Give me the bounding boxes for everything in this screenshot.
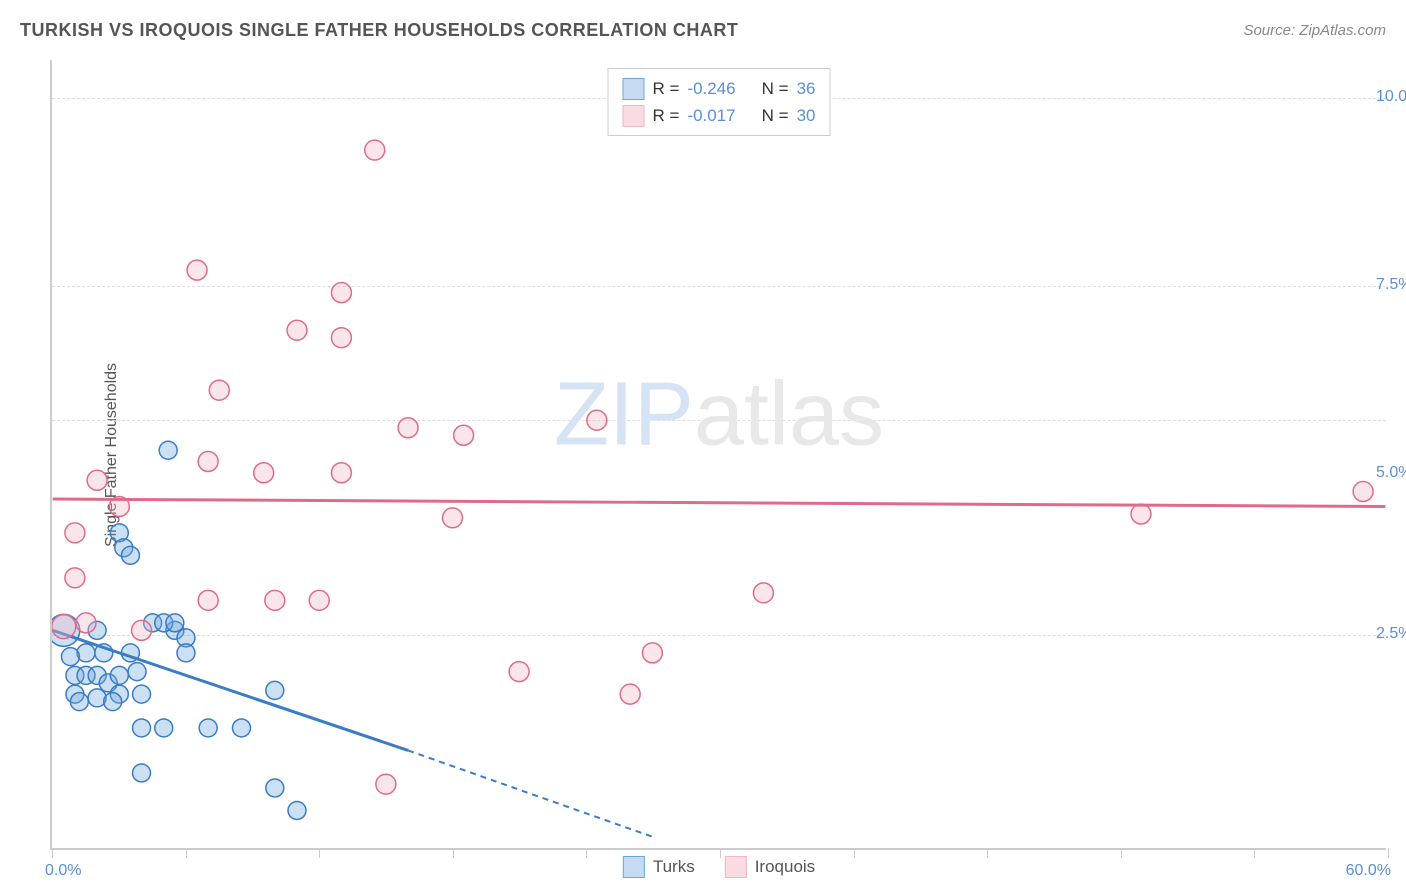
chart-title: TURKISH VS IROQUOIS SINGLE FATHER HOUSEH… bbox=[20, 20, 738, 41]
legend-n-value-iroquois: 30 bbox=[797, 102, 816, 129]
legend-swatch-iroquois bbox=[623, 105, 645, 127]
scatter-point bbox=[104, 693, 122, 711]
legend-stats-row-iroquois: R = -0.017 N = 30 bbox=[623, 102, 816, 129]
scatter-point bbox=[1353, 482, 1373, 502]
scatter-point bbox=[753, 583, 773, 603]
scatter-point bbox=[587, 410, 607, 430]
trend-line bbox=[53, 499, 1386, 507]
chart-area: Single Father Households ZIPatlas R = -0… bbox=[50, 60, 1386, 850]
scatter-point bbox=[443, 508, 463, 528]
scatter-point bbox=[87, 470, 107, 490]
legend-n-label: N = bbox=[762, 75, 789, 102]
legend-bottom-label: Turks bbox=[653, 857, 695, 877]
x-tick bbox=[987, 848, 988, 858]
scatter-point bbox=[398, 418, 418, 438]
scatter-point bbox=[233, 719, 251, 737]
scatter-point bbox=[166, 614, 184, 632]
scatter-point bbox=[198, 590, 218, 610]
scatter-point bbox=[309, 590, 329, 610]
plot-svg bbox=[52, 60, 1386, 848]
scatter-point bbox=[133, 685, 151, 703]
scatter-point bbox=[65, 523, 85, 543]
x-tick bbox=[1388, 848, 1389, 858]
chart-header: TURKISH VS IROQUOIS SINGLE FATHER HOUSEH… bbox=[20, 20, 1386, 41]
legend-bottom-turks: Turks bbox=[623, 856, 695, 878]
scatter-point bbox=[209, 380, 229, 400]
legend-stats-row-turks: R = -0.246 N = 36 bbox=[623, 75, 816, 102]
legend-bottom-iroquois: Iroquois bbox=[725, 856, 815, 878]
scatter-point bbox=[133, 764, 151, 782]
x-axis-min-label: 0.0% bbox=[45, 862, 81, 880]
legend-swatch-icon bbox=[725, 856, 747, 878]
scatter-point bbox=[365, 140, 385, 160]
scatter-point bbox=[376, 774, 396, 794]
x-tick bbox=[1254, 848, 1255, 858]
x-tick bbox=[52, 848, 53, 858]
legend-r-label: R = bbox=[653, 75, 680, 102]
scatter-point bbox=[132, 620, 152, 640]
scatter-point bbox=[265, 590, 285, 610]
scatter-point bbox=[509, 662, 529, 682]
x-tick bbox=[1121, 848, 1122, 858]
scatter-point bbox=[61, 648, 79, 666]
scatter-point bbox=[198, 452, 218, 472]
scatter-point bbox=[620, 684, 640, 704]
legend-swatch-icon bbox=[623, 856, 645, 878]
scatter-point bbox=[155, 719, 173, 737]
scatter-point bbox=[254, 463, 274, 483]
scatter-point bbox=[1131, 504, 1151, 524]
x-tick bbox=[453, 848, 454, 858]
scatter-point bbox=[642, 643, 662, 663]
plot-region: ZIPatlas R = -0.246 N = 36 R = -0.017 N … bbox=[50, 60, 1386, 850]
scatter-point bbox=[287, 320, 307, 340]
x-tick bbox=[854, 848, 855, 858]
scatter-point bbox=[454, 425, 474, 445]
trend-line-dashed bbox=[408, 750, 652, 836]
x-axis-max-label: 60.0% bbox=[1346, 862, 1391, 880]
scatter-point bbox=[266, 779, 284, 797]
scatter-point bbox=[70, 693, 88, 711]
x-tick bbox=[586, 848, 587, 858]
scatter-point bbox=[187, 260, 207, 280]
scatter-point bbox=[52, 615, 76, 639]
scatter-point bbox=[159, 441, 177, 459]
legend-r-value-iroquois: -0.017 bbox=[687, 102, 735, 129]
scatter-point bbox=[331, 463, 351, 483]
scatter-point bbox=[65, 568, 85, 588]
scatter-point bbox=[177, 644, 195, 662]
legend-r-label: R = bbox=[653, 102, 680, 129]
legend-stats-box: R = -0.246 N = 36 R = -0.017 N = 30 bbox=[608, 68, 831, 136]
scatter-point bbox=[331, 328, 351, 348]
legend-swatch-turks bbox=[623, 78, 645, 100]
scatter-point bbox=[110, 666, 128, 684]
scatter-point bbox=[76, 613, 96, 633]
chart-source: Source: ZipAtlas.com bbox=[1243, 22, 1386, 39]
scatter-point bbox=[331, 283, 351, 303]
x-tick bbox=[186, 848, 187, 858]
legend-bottom-label: Iroquois bbox=[755, 857, 815, 877]
scatter-point bbox=[199, 719, 217, 737]
x-tick bbox=[319, 848, 320, 858]
legend-r-value-turks: -0.246 bbox=[687, 75, 735, 102]
legend-bottom: Turks Iroquois bbox=[623, 856, 815, 878]
scatter-point bbox=[133, 719, 151, 737]
scatter-point bbox=[121, 546, 139, 564]
scatter-point bbox=[128, 663, 146, 681]
scatter-point bbox=[288, 801, 306, 819]
legend-n-value-turks: 36 bbox=[797, 75, 816, 102]
scatter-point bbox=[266, 681, 284, 699]
legend-n-label: N = bbox=[762, 102, 789, 129]
